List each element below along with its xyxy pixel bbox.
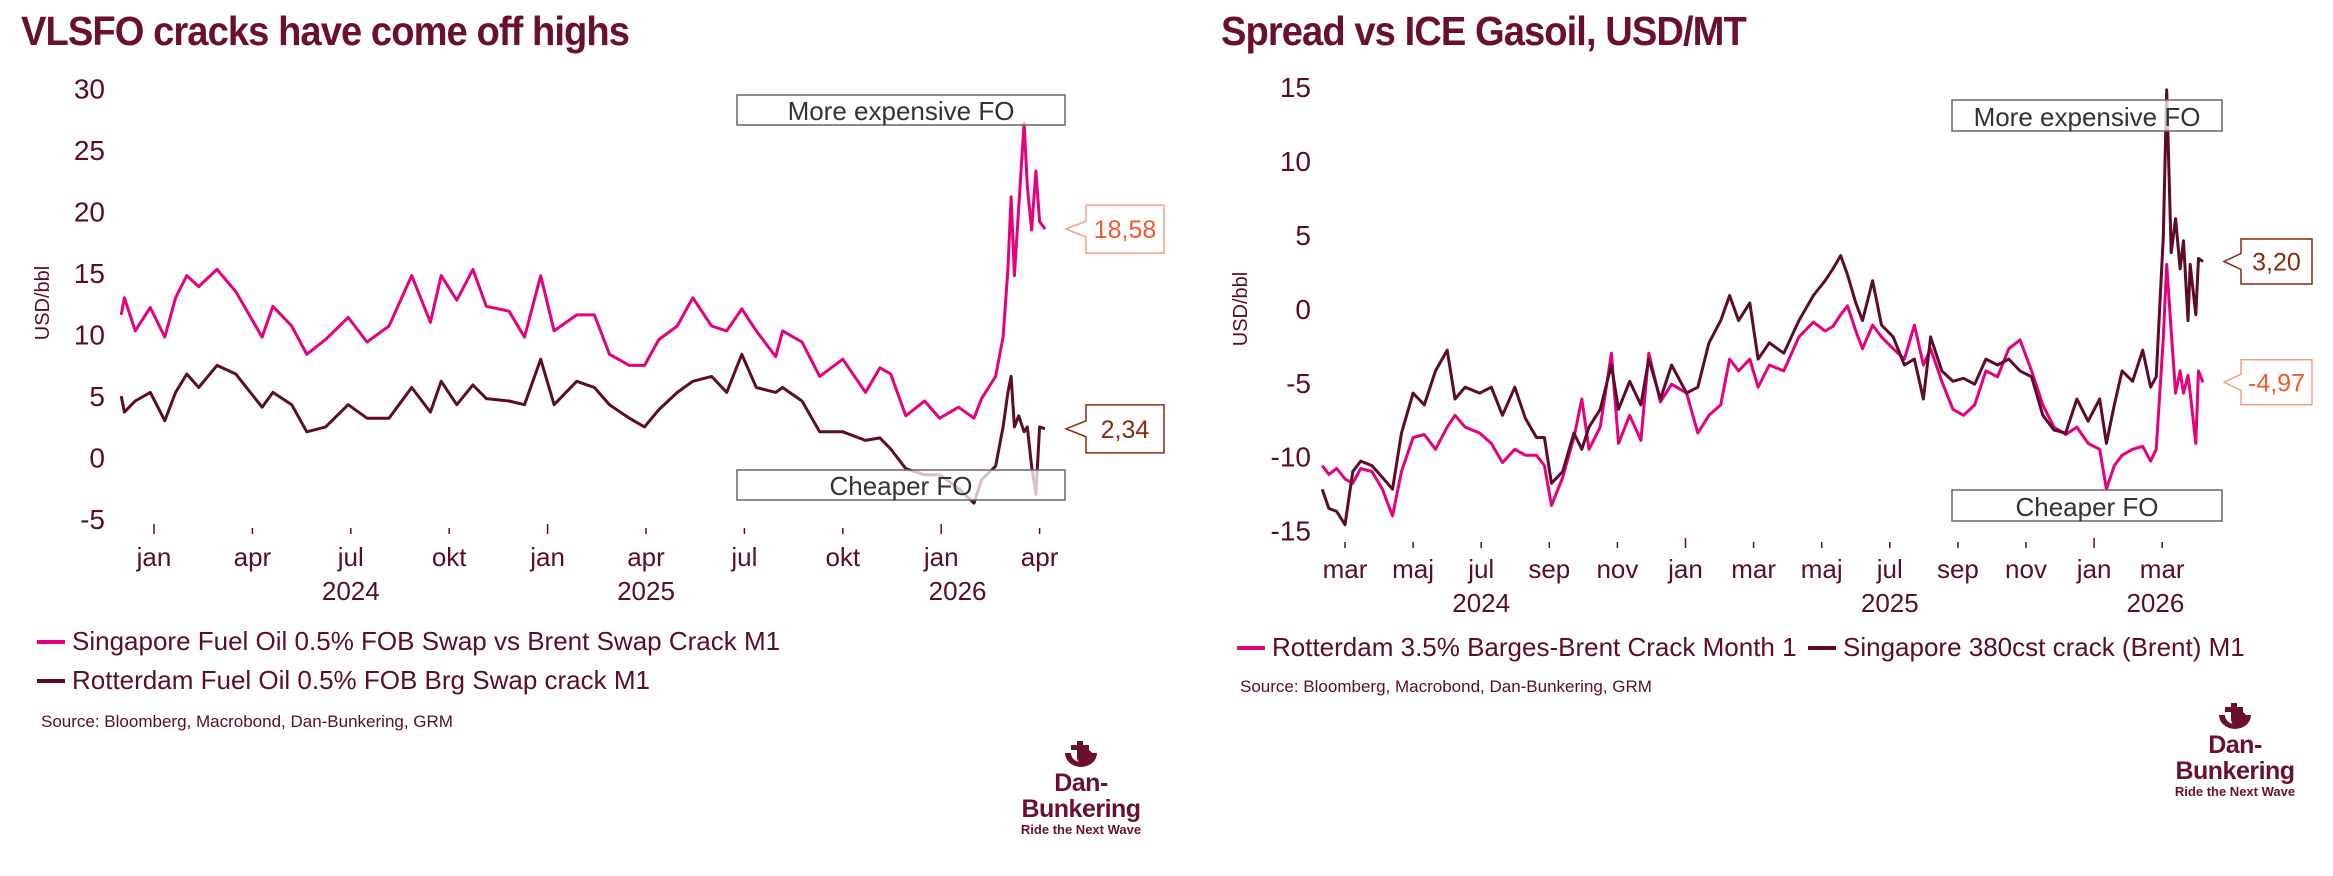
annotation-box-bottom xyxy=(736,469,1066,501)
x-tick-label: jul xyxy=(730,542,757,572)
legend-label: Singapore 380cst crack (Brent) M1 xyxy=(1843,632,2245,662)
annotation-bottom: Cheaper FO xyxy=(829,471,972,501)
end-value-label-2: 3,20 xyxy=(2252,248,2301,276)
annotation-top: More expensive FO xyxy=(788,96,1015,126)
chart-2-source: Source: Bloomberg, Macrobond, Dan-Bunker… xyxy=(1240,677,1652,696)
legend-label: Rotterdam 3.5% Barges-Brent Crack Month … xyxy=(1272,632,1797,662)
x-year-label: 2024 xyxy=(322,576,380,606)
x-tick-label: mar xyxy=(1323,554,1368,584)
x-tick-label: nov xyxy=(2005,554,2047,584)
y-tick-label: 25 xyxy=(74,135,105,166)
x-tick-label: nov xyxy=(1596,554,1638,584)
end-value-label-1: 18,58 xyxy=(1094,216,1157,244)
end-value-callout-2 xyxy=(2222,238,2313,285)
y-tick-label: 20 xyxy=(74,197,105,228)
y-tick-label: 10 xyxy=(74,320,105,351)
annotation-box-top xyxy=(1951,99,2223,132)
series-line-2 xyxy=(1320,88,2204,527)
y-tick-label: 10 xyxy=(1280,146,1311,177)
x-tick-label: jul xyxy=(1876,554,1903,584)
end-value-label-1: -4,97 xyxy=(2248,369,2305,397)
x-tick-label: jul xyxy=(1467,554,1494,584)
y-tick-label: 15 xyxy=(1280,72,1311,103)
annotation-bottom: Cheaper FO xyxy=(2015,492,2158,522)
x-tick-label: apr xyxy=(1021,542,1059,572)
series-line-1 xyxy=(1321,262,2205,518)
legend-swatch-pink xyxy=(1237,645,1265,650)
chart-1-source: Source: Bloomberg, Macrobond, Dan-Bunker… xyxy=(41,712,453,731)
x-year-label: 2026 xyxy=(929,576,987,606)
y-tick-label: -10 xyxy=(1271,442,1311,473)
y-tick-label: -5 xyxy=(80,504,105,535)
end-value-label-2: 2,34 xyxy=(1101,416,1150,444)
x-tick-label: apr xyxy=(234,542,272,572)
x-tick-label: maj xyxy=(1392,554,1434,584)
legend-swatch-dark xyxy=(37,678,65,683)
y-axis-label: USD/bbl xyxy=(32,266,54,340)
x-tick-label: jan xyxy=(2076,554,2112,584)
x-tick-label: mar xyxy=(1731,554,1776,584)
x-tick-label: okt xyxy=(825,542,860,572)
series-line-2 xyxy=(119,352,1046,505)
y-tick-label: 5 xyxy=(1295,220,1311,251)
chart-1-legend-item-2: Rotterdam Fuel Oil 0.5% FOB Brg Swap cra… xyxy=(37,665,650,696)
y-tick-label: 15 xyxy=(74,258,105,289)
y-tick-label: 30 xyxy=(74,74,105,105)
x-tick-label: maj xyxy=(1801,554,1843,584)
chart-2-legend-item-2: Singapore 380cst crack (Brent) M1 xyxy=(1808,632,2245,663)
legend-label: Rotterdam Fuel Oil 0.5% FOB Brg Swap cra… xyxy=(72,665,650,695)
logo-tagline: Ride the Next Wave xyxy=(1020,822,1142,837)
annotation-box-top xyxy=(736,94,1066,126)
y-tick-label: -5 xyxy=(1286,368,1311,399)
x-year-label: 2026 xyxy=(2126,588,2184,618)
x-tick-label: sep xyxy=(1528,554,1570,584)
y-tick-label: -15 xyxy=(1271,516,1311,547)
chart-1-legend-item-1: Singapore Fuel Oil 0.5% FOB Swap vs Bren… xyxy=(37,626,780,657)
annotation-top: More expensive FO xyxy=(1974,102,2201,132)
logo-name: Dan-Bunkering xyxy=(2175,731,2295,785)
x-tick-label: jan xyxy=(923,542,959,572)
logo-name: Dan-Bunkering xyxy=(1021,769,1141,823)
x-tick-label: sep xyxy=(1937,554,1979,584)
annotation-box-bottom xyxy=(1951,489,2223,522)
x-tick-label: okt xyxy=(432,542,467,572)
chart-2-title: Spread vs ICE Gasoil, USD/MT xyxy=(1221,8,1747,54)
x-year-label: 2025 xyxy=(617,576,675,606)
anchor-icon xyxy=(2219,703,2251,729)
legend-swatch-pink xyxy=(37,639,65,644)
logo-left: Dan-Bunkering Ride the Next Wave xyxy=(996,741,1166,838)
chart-1-title: VLSFO cracks have come off highs xyxy=(21,8,630,54)
y-tick-label: 0 xyxy=(1295,294,1311,325)
x-tick-label: apr xyxy=(627,542,665,572)
legend-label: Singapore Fuel Oil 0.5% FOB Swap vs Bren… xyxy=(72,626,781,656)
y-tick-label: 0 xyxy=(89,443,105,474)
end-value-callout-1 xyxy=(1063,204,1165,254)
x-year-label: 2024 xyxy=(1452,588,1510,618)
end-value-callout-1 xyxy=(2222,359,2313,406)
series-line-1 xyxy=(119,121,1047,420)
logo-tagline: Ride the Next Wave xyxy=(2174,784,2296,799)
y-axis-label: USD/bbl xyxy=(1230,272,1252,346)
x-tick-label: jul xyxy=(337,542,364,572)
legend-swatch-dark xyxy=(1808,645,1836,650)
logo-right: Dan-Bunkering Ride the Next Wave xyxy=(2150,703,2320,800)
end-value-callout-2 xyxy=(1063,404,1165,454)
chart-2-legend-item-1: Rotterdam 3.5% Barges-Brent Crack Month … xyxy=(1237,632,1797,663)
x-tick-label: jan xyxy=(1667,554,1703,584)
anchor-icon xyxy=(1065,741,1097,767)
y-tick-label: 5 xyxy=(89,381,105,412)
x-tick-label: jan xyxy=(136,542,172,572)
x-year-label: 2025 xyxy=(1861,588,1919,618)
x-tick-label: jan xyxy=(529,542,565,572)
x-tick-label: mar xyxy=(2140,554,2185,584)
